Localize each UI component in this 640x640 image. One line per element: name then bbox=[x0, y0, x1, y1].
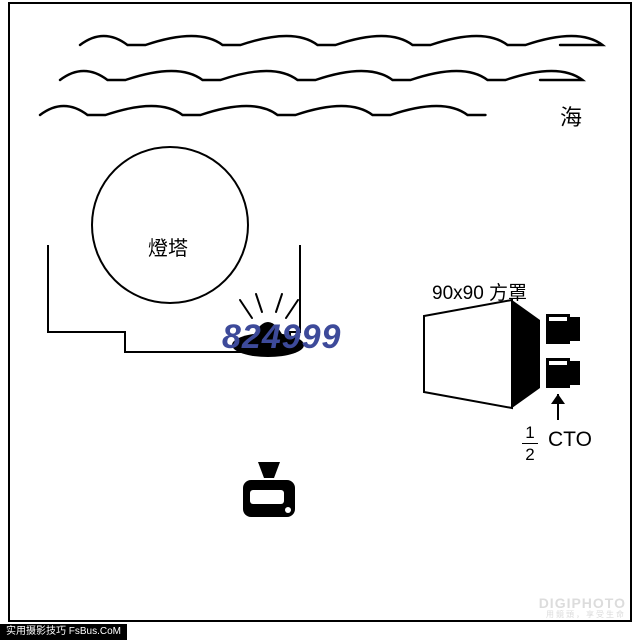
cto-fraction: 1 2 bbox=[522, 424, 538, 463]
source-footer: 实用摄影技巧 FsBus.CoM bbox=[0, 624, 127, 640]
digiphoto-logo: DIGIPHOTO 用鏡頭，享受生命 bbox=[539, 595, 626, 620]
softbox-label: 90x90 方罩 bbox=[432, 278, 527, 305]
sea-label: 海 bbox=[560, 100, 582, 132]
cto-fraction-bar bbox=[522, 443, 538, 444]
cto-denominator: 2 bbox=[522, 446, 538, 463]
watermark-text: 824999 bbox=[222, 318, 341, 357]
diagram-canvas: 海 燈塔 90x90 方罩 824999 1 2 CTO DIGIPHOTO 用… bbox=[0, 0, 640, 640]
logo-sub: 用鏡頭，享受生命 bbox=[539, 609, 626, 620]
cto-numerator: 1 bbox=[522, 424, 538, 441]
lighthouse-label: 燈塔 bbox=[148, 232, 188, 261]
cto-unit-label: CTO bbox=[548, 428, 592, 452]
